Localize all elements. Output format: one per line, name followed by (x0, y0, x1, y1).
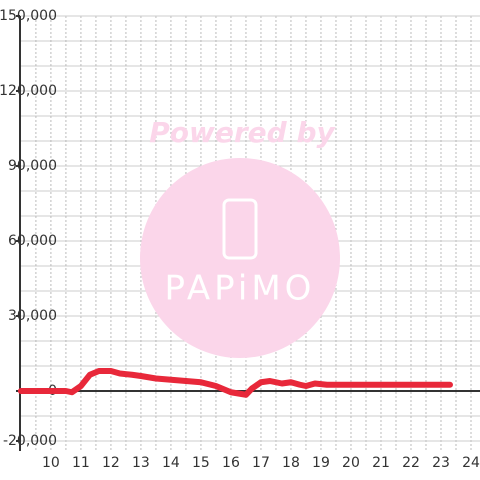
y-tick-label: 90,000 (8, 158, 57, 174)
x-tick-label: 21 (372, 455, 390, 471)
x-tick-label: 16 (222, 455, 240, 471)
watermark-logo: PAPiMO (165, 269, 316, 309)
y-tick-label: 120,000 (0, 83, 57, 99)
y-tick-label: 150,000 (0, 8, 57, 24)
x-tick-label: 14 (162, 455, 180, 471)
x-tick-label: 12 (102, 455, 120, 471)
x-tick-label: 13 (132, 455, 150, 471)
data-line (17, 368, 453, 398)
x-tick-label: 23 (432, 455, 450, 471)
y-tick-label: 30,000 (8, 308, 57, 324)
x-tick-label: 20 (342, 455, 360, 471)
y-tick-label: -20,000 (3, 433, 57, 449)
x-tick-label: 24 (462, 455, 480, 471)
x-tick-label: 17 (252, 455, 270, 471)
x-tick-label: 11 (72, 455, 90, 471)
x-tick-label: 18 (282, 455, 300, 471)
watermark-phone (222, 198, 258, 260)
x-tick-label: 22 (402, 455, 420, 471)
x-tick-label: 15 (192, 455, 210, 471)
x-tick-label: 10 (42, 455, 60, 471)
x-tick-label: 19 (312, 455, 330, 471)
y-tick-label: 60,000 (8, 233, 57, 249)
watermark-text: Powered by (149, 116, 336, 149)
